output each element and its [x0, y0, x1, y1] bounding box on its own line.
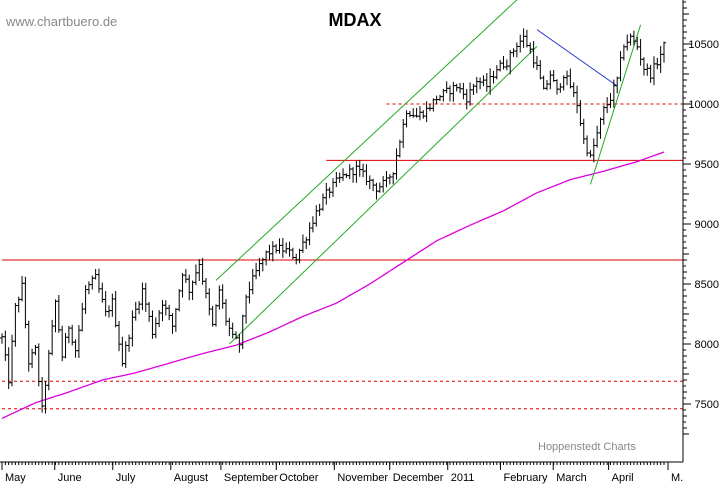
trend-line-4 [589, 24, 642, 185]
month-label: September [224, 472, 278, 484]
y-tick-label: 9500 [695, 159, 719, 171]
trend-line-2 [229, 46, 538, 345]
month-label: November [337, 472, 388, 484]
trend-lines-layer [215, 0, 642, 345]
month-label: October [279, 472, 318, 484]
month-label: May [5, 472, 26, 484]
trend-line-3 [536, 29, 618, 87]
month-label: M. [671, 472, 683, 484]
moving-average-line [1, 151, 665, 419]
month-label: 2011 [451, 472, 475, 484]
chart-title: MDAX [329, 10, 382, 30]
footer-credit: Hoppenstedt Charts [538, 441, 636, 453]
y-tick-label: 7500 [695, 399, 719, 411]
watermark-text: www.chartbuero.de [5, 14, 117, 29]
month-label: April [612, 472, 634, 484]
x-ticks-layer: May June July August September October Novembe… [1, 462, 683, 484]
y-tick-label: 10000 [688, 99, 719, 111]
month-label: August [174, 472, 208, 484]
y-tick-label: 8000 [695, 339, 719, 351]
y-ticks-layer: 7500 8000 8500 9000 9500 10000 10500 [683, 1, 719, 435]
month-label: February [503, 472, 548, 484]
month-label: December [393, 472, 444, 484]
y-tick-label: 9000 [695, 219, 719, 231]
axes-layer [0, 0, 684, 463]
month-label: June [58, 472, 82, 484]
month-label: March [556, 472, 587, 484]
price-bars-layer [0, 28, 666, 414]
month-label: July [116, 472, 136, 484]
price-bar [662, 41, 666, 63]
trend-line-1 [215, 0, 518, 281]
reference-lines [2, 103, 683, 410]
moving-average-layer [1, 151, 665, 419]
y-tick-label: 8500 [695, 279, 719, 291]
y-tick-label: 10500 [688, 39, 719, 51]
